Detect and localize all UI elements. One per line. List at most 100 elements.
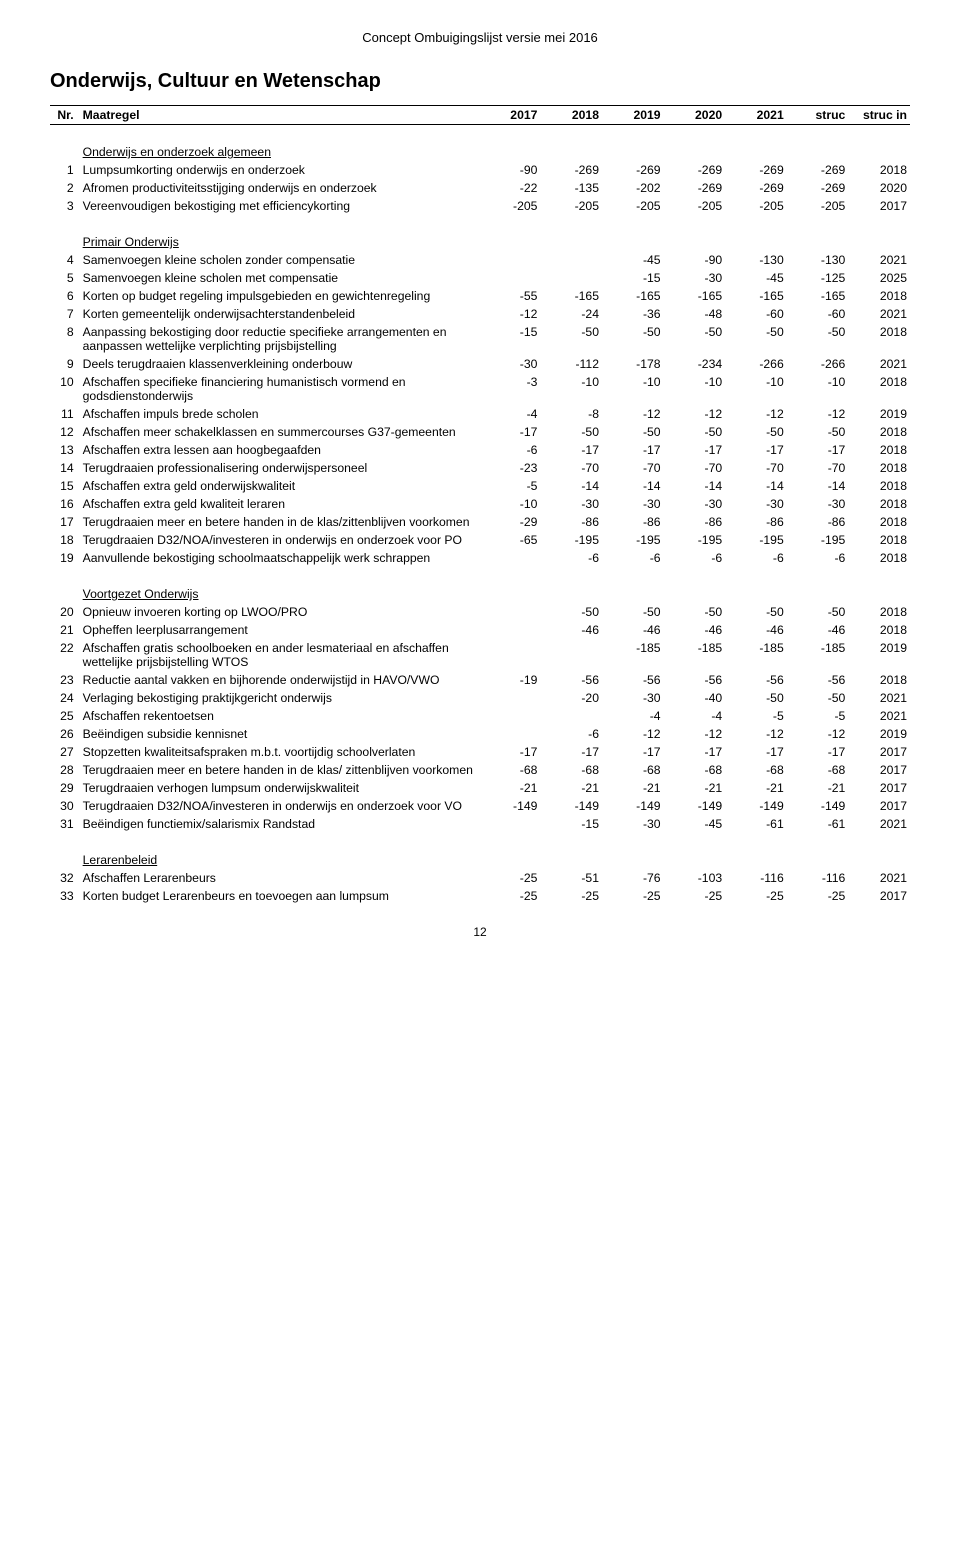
col-maatregel: Maatregel <box>80 106 479 125</box>
row-value: -185 <box>787 639 849 671</box>
row-value: -68 <box>479 761 541 779</box>
row-desc: Aanpassing bekostiging door reductie spe… <box>80 323 479 355</box>
row-value: 2017 <box>848 797 910 815</box>
section-title: Lerarenbeleid <box>80 851 479 869</box>
table-row: 32Afschaffen Lerarenbeurs-25-51-76-103-1… <box>50 869 910 887</box>
row-value: -86 <box>725 513 787 531</box>
row-value: -30 <box>664 269 726 287</box>
row-value: -17 <box>540 441 602 459</box>
table-row: 5Samenvoegen kleine scholen met compensa… <box>50 269 910 287</box>
table-row: 9Deels terugdraaien klassenverkleining o… <box>50 355 910 373</box>
row-desc: Opnieuw invoeren korting op LWOO/PRO <box>80 603 479 621</box>
row-value: 2021 <box>848 869 910 887</box>
row-value: -30 <box>602 689 664 707</box>
row-value: -6 <box>787 549 849 567</box>
col-2021: 2021 <box>725 106 787 125</box>
section-title: Primair Onderwijs <box>80 233 479 251</box>
row-value: -165 <box>787 287 849 305</box>
row-value: -6 <box>540 725 602 743</box>
row-value: -10 <box>540 373 602 405</box>
row-value: -50 <box>602 323 664 355</box>
row-value: -149 <box>787 797 849 815</box>
row-nr: 21 <box>50 621 80 639</box>
row-value: -22 <box>479 179 541 197</box>
page-title: Onderwijs, Cultuur en Wetenschap <box>50 70 910 93</box>
row-value: 2017 <box>848 743 910 761</box>
row-desc: Afschaffen extra geld kwaliteit leraren <box>80 495 479 513</box>
row-desc: Afromen productiviteitsstijging onderwij… <box>80 179 479 197</box>
row-value: -12 <box>725 725 787 743</box>
table-row: 17Terugdraaien meer en betere handen in … <box>50 513 910 531</box>
row-value: -20 <box>540 689 602 707</box>
table-row: 23Reductie aantal vakken en bijhorende o… <box>50 671 910 689</box>
table-row: 31Beëindigen functiemix/salarismix Rands… <box>50 815 910 833</box>
row-value: -269 <box>725 179 787 197</box>
row-nr: 17 <box>50 513 80 531</box>
row-desc: Afschaffen extra lessen aan hoogbegaafde… <box>80 441 479 459</box>
spacer-row <box>50 125 910 144</box>
section-row: Lerarenbeleid <box>50 851 910 869</box>
row-value: -65 <box>479 531 541 549</box>
row-value: -21 <box>664 779 726 797</box>
row-value: -45 <box>664 815 726 833</box>
row-nr: 27 <box>50 743 80 761</box>
row-value: -50 <box>540 423 602 441</box>
row-value: -14 <box>725 477 787 495</box>
row-value: -195 <box>602 531 664 549</box>
row-value: -76 <box>602 869 664 887</box>
row-value: -6 <box>664 549 726 567</box>
row-value: -50 <box>787 323 849 355</box>
table-row: 21Opheffen leerplusarrangement-46-46-46-… <box>50 621 910 639</box>
row-value: -55 <box>479 287 541 305</box>
row-value: 2019 <box>848 405 910 423</box>
row-value: -19 <box>479 671 541 689</box>
row-value: -269 <box>664 179 726 197</box>
row-value: -195 <box>664 531 726 549</box>
row-value: -165 <box>664 287 726 305</box>
table-row: 26Beëindigen subsidie kennisnet-6-12-12-… <box>50 725 910 743</box>
row-value: -17 <box>725 743 787 761</box>
row-value: 2019 <box>848 725 910 743</box>
row-value: 2018 <box>848 531 910 549</box>
row-value: -40 <box>664 689 726 707</box>
row-nr: 12 <box>50 423 80 441</box>
table-row: 22Afschaffen gratis schoolboeken en ande… <box>50 639 910 671</box>
row-value: -205 <box>787 197 849 215</box>
row-desc: Aanvullende bekostiging schoolmaatschapp… <box>80 549 479 567</box>
table-row: 28Terugdraaien meer en betere handen in … <box>50 761 910 779</box>
row-nr: 18 <box>50 531 80 549</box>
table-row: 18Terugdraaien D32/NOA/investeren in ond… <box>50 531 910 549</box>
row-value: -149 <box>479 797 541 815</box>
row-desc: Afschaffen impuls brede scholen <box>80 405 479 423</box>
row-value: 2021 <box>848 305 910 323</box>
row-value: -30 <box>787 495 849 513</box>
spacer-row <box>50 833 910 851</box>
col-2017: 2017 <box>479 106 541 125</box>
row-value <box>479 639 541 671</box>
col-2020: 2020 <box>664 106 726 125</box>
row-value: -116 <box>787 869 849 887</box>
row-value: -56 <box>725 671 787 689</box>
row-value: -56 <box>664 671 726 689</box>
col-struc-in: struc in <box>848 106 910 125</box>
row-value: -269 <box>725 161 787 179</box>
row-value: -86 <box>664 513 726 531</box>
row-value: -14 <box>787 477 849 495</box>
row-value: -12 <box>479 305 541 323</box>
row-desc: Afschaffen rekentoetsen <box>80 707 479 725</box>
row-desc: Vereenvoudigen bekostiging met efficienc… <box>80 197 479 215</box>
table-row: 24Verlaging bekostiging praktijkgericht … <box>50 689 910 707</box>
row-value: -185 <box>725 639 787 671</box>
row-value: -17 <box>787 441 849 459</box>
row-nr: 14 <box>50 459 80 477</box>
row-nr: 32 <box>50 869 80 887</box>
row-desc: Stopzetten kwaliteitsafspraken m.b.t. vo… <box>80 743 479 761</box>
row-value: -68 <box>787 761 849 779</box>
row-value: -195 <box>725 531 787 549</box>
table-row: 12Afschaffen meer schakelklassen en summ… <box>50 423 910 441</box>
table-row: 16Afschaffen extra geld kwaliteit lerare… <box>50 495 910 513</box>
row-value: -130 <box>725 251 787 269</box>
row-value: 2021 <box>848 251 910 269</box>
row-value <box>479 689 541 707</box>
row-value: -56 <box>602 671 664 689</box>
